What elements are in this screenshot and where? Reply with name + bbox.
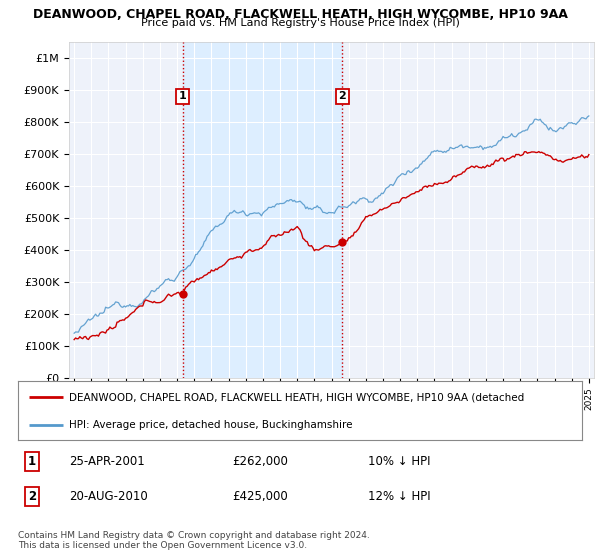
Text: 1: 1 <box>28 455 36 468</box>
Text: £425,000: £425,000 <box>232 489 288 503</box>
Text: 2: 2 <box>338 91 346 101</box>
Text: 25-APR-2001: 25-APR-2001 <box>69 455 145 468</box>
Text: 20-AUG-2010: 20-AUG-2010 <box>69 489 148 503</box>
Text: 1: 1 <box>179 91 187 101</box>
Text: Price paid vs. HM Land Registry's House Price Index (HPI): Price paid vs. HM Land Registry's House … <box>140 18 460 29</box>
Text: £262,000: £262,000 <box>232 455 288 468</box>
Bar <box>182 42 343 378</box>
Text: DEANWOOD, CHAPEL ROAD, FLACKWELL HEATH, HIGH WYCOMBE, HP10 9AA (detached: DEANWOOD, CHAPEL ROAD, FLACKWELL HEATH, … <box>69 392 524 402</box>
Text: 2: 2 <box>28 489 36 503</box>
Text: 12% ↓ HPI: 12% ↓ HPI <box>368 489 430 503</box>
Text: HPI: Average price, detached house, Buckinghamshire: HPI: Average price, detached house, Buck… <box>69 420 352 430</box>
Text: DEANWOOD, CHAPEL ROAD, FLACKWELL HEATH, HIGH WYCOMBE, HP10 9AA: DEANWOOD, CHAPEL ROAD, FLACKWELL HEATH, … <box>32 8 568 21</box>
Text: 10% ↓ HPI: 10% ↓ HPI <box>368 455 430 468</box>
Text: Contains HM Land Registry data © Crown copyright and database right 2024.
This d: Contains HM Land Registry data © Crown c… <box>18 531 370 550</box>
